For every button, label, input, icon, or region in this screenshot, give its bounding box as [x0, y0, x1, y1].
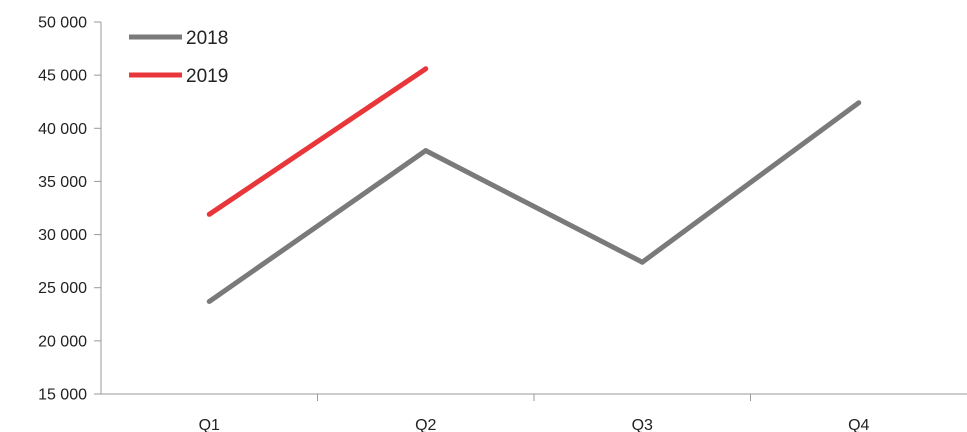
legend-label: 2018	[186, 28, 228, 49]
data-point-2018-Q4	[856, 100, 862, 106]
series-line-2018	[207, 100, 861, 304]
y-tick-label: 45 000	[38, 68, 87, 85]
legend-label: 2019	[186, 66, 228, 87]
x-tick-label: Q3	[632, 417, 653, 432]
data-point-2018-Q3	[639, 259, 645, 265]
y-tick-label: 15 000	[38, 387, 87, 404]
data-point-2018-Q1	[206, 299, 212, 305]
legend-item-2018: 2018	[129, 28, 228, 49]
y-tick-label: 30 000	[38, 227, 87, 244]
y-tick-label: 20 000	[38, 333, 87, 350]
legend: 2018 2019	[129, 28, 228, 87]
series-layer	[206, 66, 862, 305]
data-point-2019-Q2	[423, 66, 429, 72]
x-axis: Q1 Q2 Q3 Q4	[101, 393, 967, 432]
y-tick-label: 50 000	[38, 15, 87, 32]
x-tick-label: Q2	[415, 417, 436, 432]
data-point-2019-Q1	[206, 211, 212, 217]
y-tick-label: 40 000	[38, 121, 87, 138]
y-tick-label: 25 000	[38, 280, 87, 297]
data-point-2018-Q2	[423, 148, 429, 154]
x-tick-label: Q1	[199, 417, 220, 432]
series-line-2019	[207, 66, 428, 217]
legend-item-2019: 2019	[129, 66, 228, 87]
x-tick-label: Q4	[848, 417, 869, 432]
y-tick-label: 35 000	[38, 174, 87, 191]
y-axis: 15 000 20 000 25 000 30 000 35 000 40 000 45 0…	[38, 15, 102, 404]
